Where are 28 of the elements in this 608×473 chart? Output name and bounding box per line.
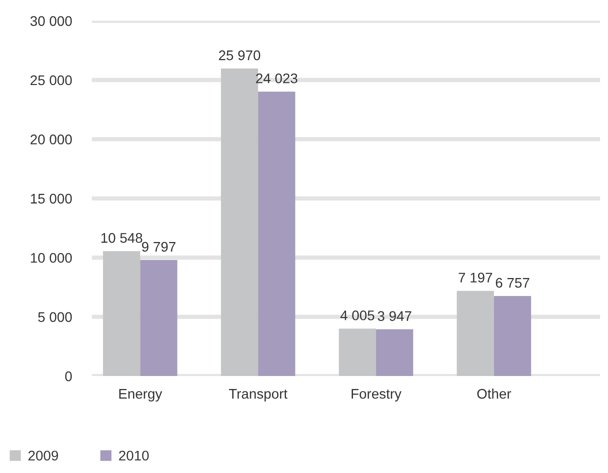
y-tick-label: 30 000 (30, 16, 72, 26)
bar (258, 92, 296, 376)
data-label: 9 797 (142, 242, 176, 252)
data-label: 6 757 (496, 278, 530, 288)
x-tick-label: Energy (119, 389, 162, 402)
data-label: 4 005 (340, 310, 374, 320)
legend-label: 2009 (28, 450, 58, 461)
data-label: 3 947 (378, 311, 412, 321)
x-tick-label: Transport (228, 389, 288, 402)
bar (494, 296, 532, 376)
legend-label: 2010 (119, 450, 149, 461)
y-tick-label: 25 000 (30, 75, 72, 86)
x-tick-label: Other (477, 388, 512, 399)
bar (140, 260, 178, 376)
bar (103, 251, 140, 376)
y-tick-label: 10 000 (30, 252, 72, 263)
x-tick-label: Forestry (352, 389, 402, 402)
y-tick-label: 0 (65, 371, 72, 382)
y-tick-label: 15 000 (30, 194, 72, 204)
data-label: 24 023 (256, 73, 298, 84)
bar (376, 329, 414, 376)
bar (456, 290, 494, 376)
y-tick-label: 5 000 (38, 312, 72, 322)
data-label: 25 970 (218, 50, 260, 60)
y-tick-label: 20 000 (30, 134, 72, 144)
data-label: 10 548 (101, 233, 142, 243)
data-label: 7 197 (458, 272, 492, 283)
bar (338, 328, 376, 376)
